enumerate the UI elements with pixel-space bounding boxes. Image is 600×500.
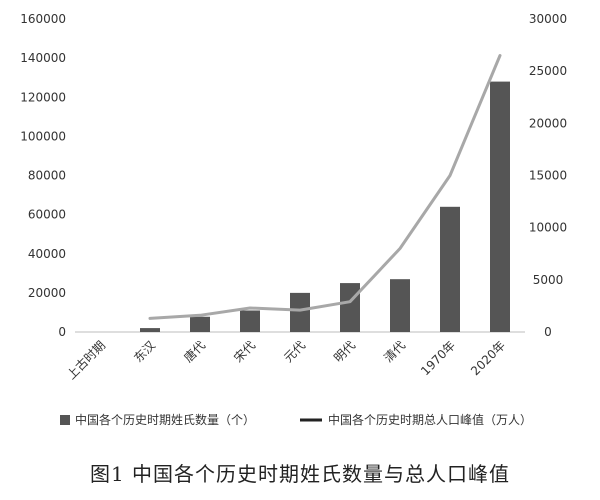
y-left-tick-label: 20000 — [28, 286, 66, 300]
legend-bar-swatch — [60, 415, 70, 425]
y-left-tick-label: 100000 — [20, 129, 66, 143]
y-right-tick-label: 20000 — [529, 116, 567, 130]
x-tick-label: 唐代 — [181, 338, 209, 366]
x-tick-label: 东汉 — [131, 338, 158, 365]
population-line — [148, 54, 502, 320]
bar — [340, 283, 360, 332]
bar — [290, 292, 310, 332]
legend-line-label: 中国各个历史时期总人口峰值（万人） — [328, 412, 532, 427]
bar — [140, 328, 160, 332]
x-tick-label: 2020年 — [468, 338, 508, 378]
figure-caption: 图1 中国各个历史时期姓氏数量与总人口峰值 — [89, 462, 511, 486]
x-tick-label: 上古时期 — [64, 338, 109, 383]
bar — [390, 279, 410, 332]
y-left-tick-label: 0 — [58, 325, 66, 339]
chart: 0 20000 40000 60000 80000 100000 120000 140000 1… — [20, 12, 567, 427]
x-tick-label: 清代 — [381, 338, 408, 365]
bar — [440, 206, 460, 332]
x-tick-label: 明代 — [331, 338, 358, 365]
y-left-tick-label: 40000 — [28, 247, 66, 261]
bar — [240, 310, 260, 332]
bar — [490, 81, 510, 332]
x-tick-label: 1970年 — [418, 338, 458, 378]
x-tick-label: 元代 — [281, 338, 308, 365]
y-right-tick-label: 0 — [544, 325, 552, 339]
y-right-tick-label: 30000 — [529, 12, 567, 26]
y-right-tick-label: 25000 — [529, 64, 567, 78]
y-left-tick-label: 140000 — [20, 51, 66, 65]
y-right-tick-label: 5000 — [533, 273, 564, 287]
y-left-tick-label: 160000 — [20, 12, 66, 26]
y-right-tick-label: 10000 — [529, 221, 567, 235]
bar — [190, 316, 210, 332]
legend-bar-label: 中国各个历史时期姓氏数量（个） — [75, 412, 255, 427]
y-left-tick-label: 120000 — [20, 90, 66, 104]
y-left-tick-label: 80000 — [28, 169, 66, 183]
x-tick-label: 宋代 — [231, 338, 259, 366]
y-left-tick-label: 60000 — [28, 208, 66, 222]
chart-svg: 0200004000060000800001000001200001400001… — [20, 12, 567, 427]
y-right-tick-label: 15000 — [529, 169, 567, 183]
